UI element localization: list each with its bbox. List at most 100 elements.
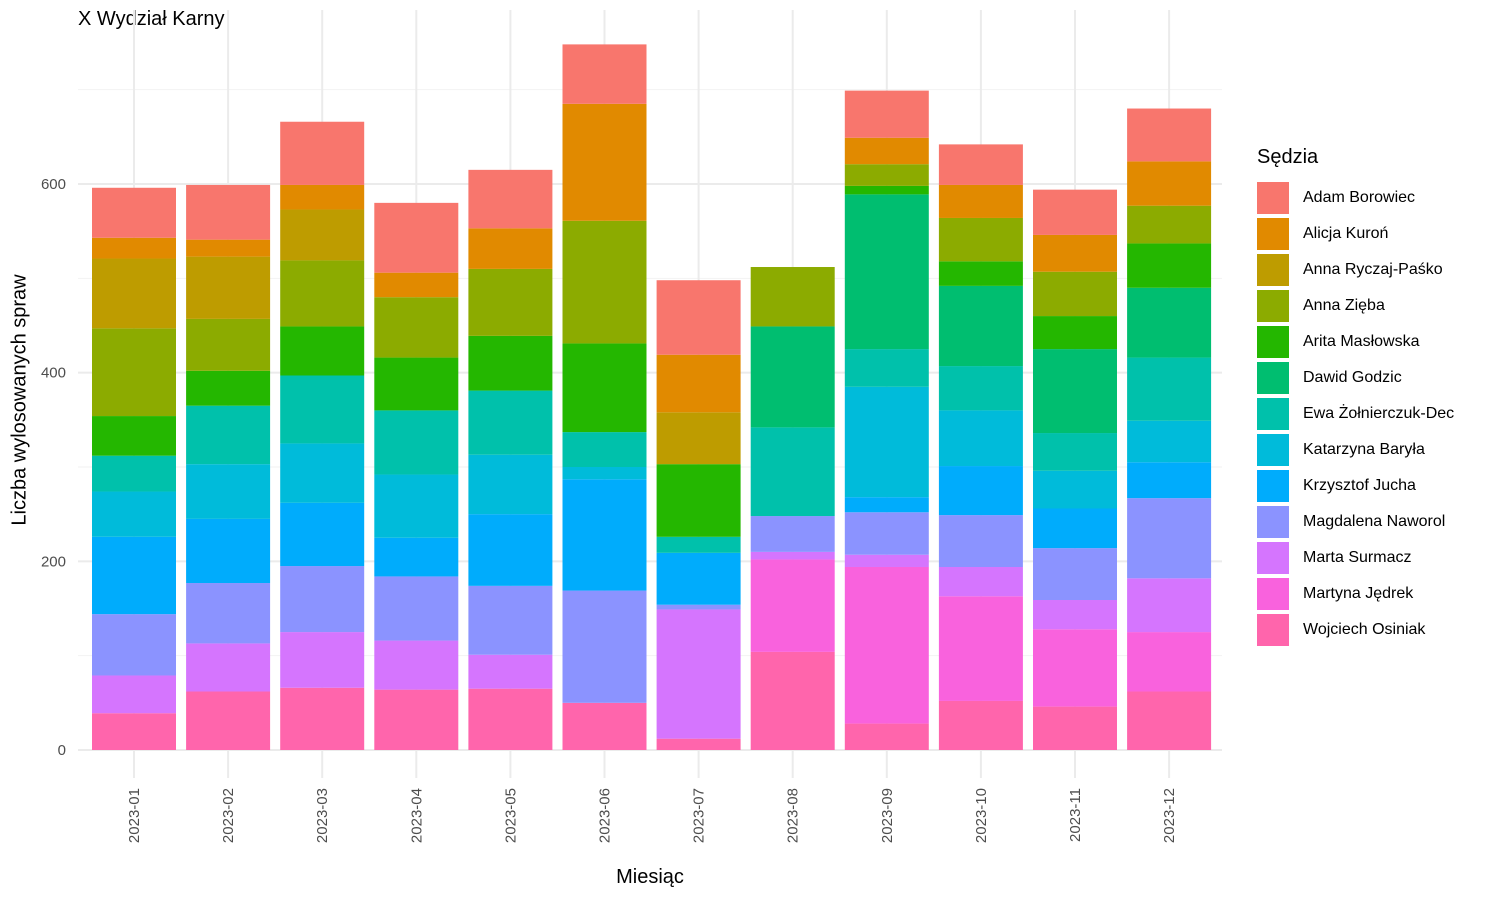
bar-segment [562,103,647,221]
bar-segment [562,44,647,104]
bar-segment [1033,433,1117,471]
bar-segment [562,479,647,591]
bar-segment [186,370,271,406]
y-tick-label: 200 [41,553,66,570]
bar-segment [1127,578,1212,633]
bar-segment [750,267,835,327]
legend-swatch [1257,182,1289,214]
x-tick-label: 2023-06 [597,788,614,843]
bar-segment [186,518,271,584]
bar-segment [468,514,553,586]
bar-segment [92,416,176,456]
bar-segment [1033,349,1117,434]
bar-segment [92,237,176,259]
bar-segment [750,559,835,652]
x-tick-label: 2023-05 [502,788,519,843]
x-tick-label: 2023-03 [314,788,331,843]
bar-segment [1127,691,1212,750]
legend-items: Adam Borowiec Alicja Kuroń Anna Ryczaj-Paś… [1257,180,1454,648]
bar-segment [750,326,835,428]
bar-segment [280,632,365,688]
bar-segment [1033,316,1117,350]
bar-segment [374,576,459,641]
legend-swatch [1257,470,1289,502]
legend-item: Alicja Kuroń [1257,216,1454,252]
bars [92,44,1212,750]
bar-segment [468,654,553,689]
bar-segment [374,357,459,411]
bar-segment [1033,548,1117,601]
bar-segment [938,144,1023,185]
bar-segment [374,272,459,298]
bar-segment [92,536,176,615]
bar-segment [374,689,459,750]
legend-swatch [1257,218,1289,250]
bar-segment [1127,205,1212,244]
x-tick-label: 2023-01 [126,788,143,843]
y-tick-labels: 0 200 400 600 [41,176,66,759]
bar-segment [938,285,1023,367]
bar-segment [1033,189,1117,235]
bar-segment [1033,508,1117,549]
legend-item: Krzysztof Jucha [1257,468,1454,504]
x-tick-labels: 2023-01 2023-02 2023-03 2023-04 2023-05 2023-… [126,788,1178,843]
bar-segment [844,349,929,387]
bar-segment [186,318,271,371]
bar-segment [280,260,365,327]
bar-segment [750,551,835,560]
bar-segment [1033,600,1117,630]
x-tick-label: 2023-07 [691,788,708,843]
legend-swatch [1257,290,1289,322]
legend-label: Anna Zięba [1303,297,1385,314]
bar-segment [1127,462,1212,499]
bar-segment [844,164,929,186]
x-tick-label: 2023-12 [1161,788,1178,843]
bar-segment [656,280,741,355]
legend-item: Marta Surmacz [1257,540,1454,576]
bar-segment [750,516,835,552]
bar-segment [374,537,459,577]
bar-segment [750,651,835,750]
bar-segment [938,261,1023,286]
bar-segment [92,455,176,492]
bar-segment [1033,234,1117,272]
bar-segment [844,185,929,195]
bar-segment [374,640,459,690]
bar-segment [374,297,459,358]
bar-segment [1033,706,1117,750]
bar-segment [656,609,741,739]
chart-title: X Wydział Karny [78,8,225,30]
legend-label: Adam Borowiec [1303,189,1416,206]
bar-segment [844,723,929,750]
bar-segment [938,366,1023,411]
y-tick-label: 600 [41,176,66,193]
bar-segment [1127,161,1212,206]
bar-segment [186,184,271,240]
bar-segment [562,702,647,750]
legend-swatch [1257,362,1289,394]
bar-segment [750,427,835,517]
bar-segment [938,566,1023,597]
legend-item: Katarzyna Baryła [1257,432,1454,468]
bar-segment [844,90,929,138]
bar-segment [844,512,929,555]
bar-segment [92,614,176,676]
legend-item: Anna Zięba [1257,288,1454,324]
bar-segment [280,502,365,567]
bar-segment [562,220,647,344]
bar-segment [186,643,271,692]
bar-segment [562,467,647,480]
legend-item: Ewa Żołnierczuk-Dec [1257,396,1454,432]
x-tick-label: 2023-08 [785,788,802,843]
legend-swatch [1257,254,1289,286]
bar-segment [938,700,1023,750]
bar-segment [280,184,365,210]
bar-segment [656,738,741,750]
bar-segment [280,687,365,750]
bar-segment [938,515,1023,567]
y-tick-label: 0 [58,742,66,759]
legend-label: Marta Surmacz [1303,549,1412,566]
bar-segment [656,604,741,610]
y-axis-label: Liczba wylosowanych spraw [8,274,31,526]
